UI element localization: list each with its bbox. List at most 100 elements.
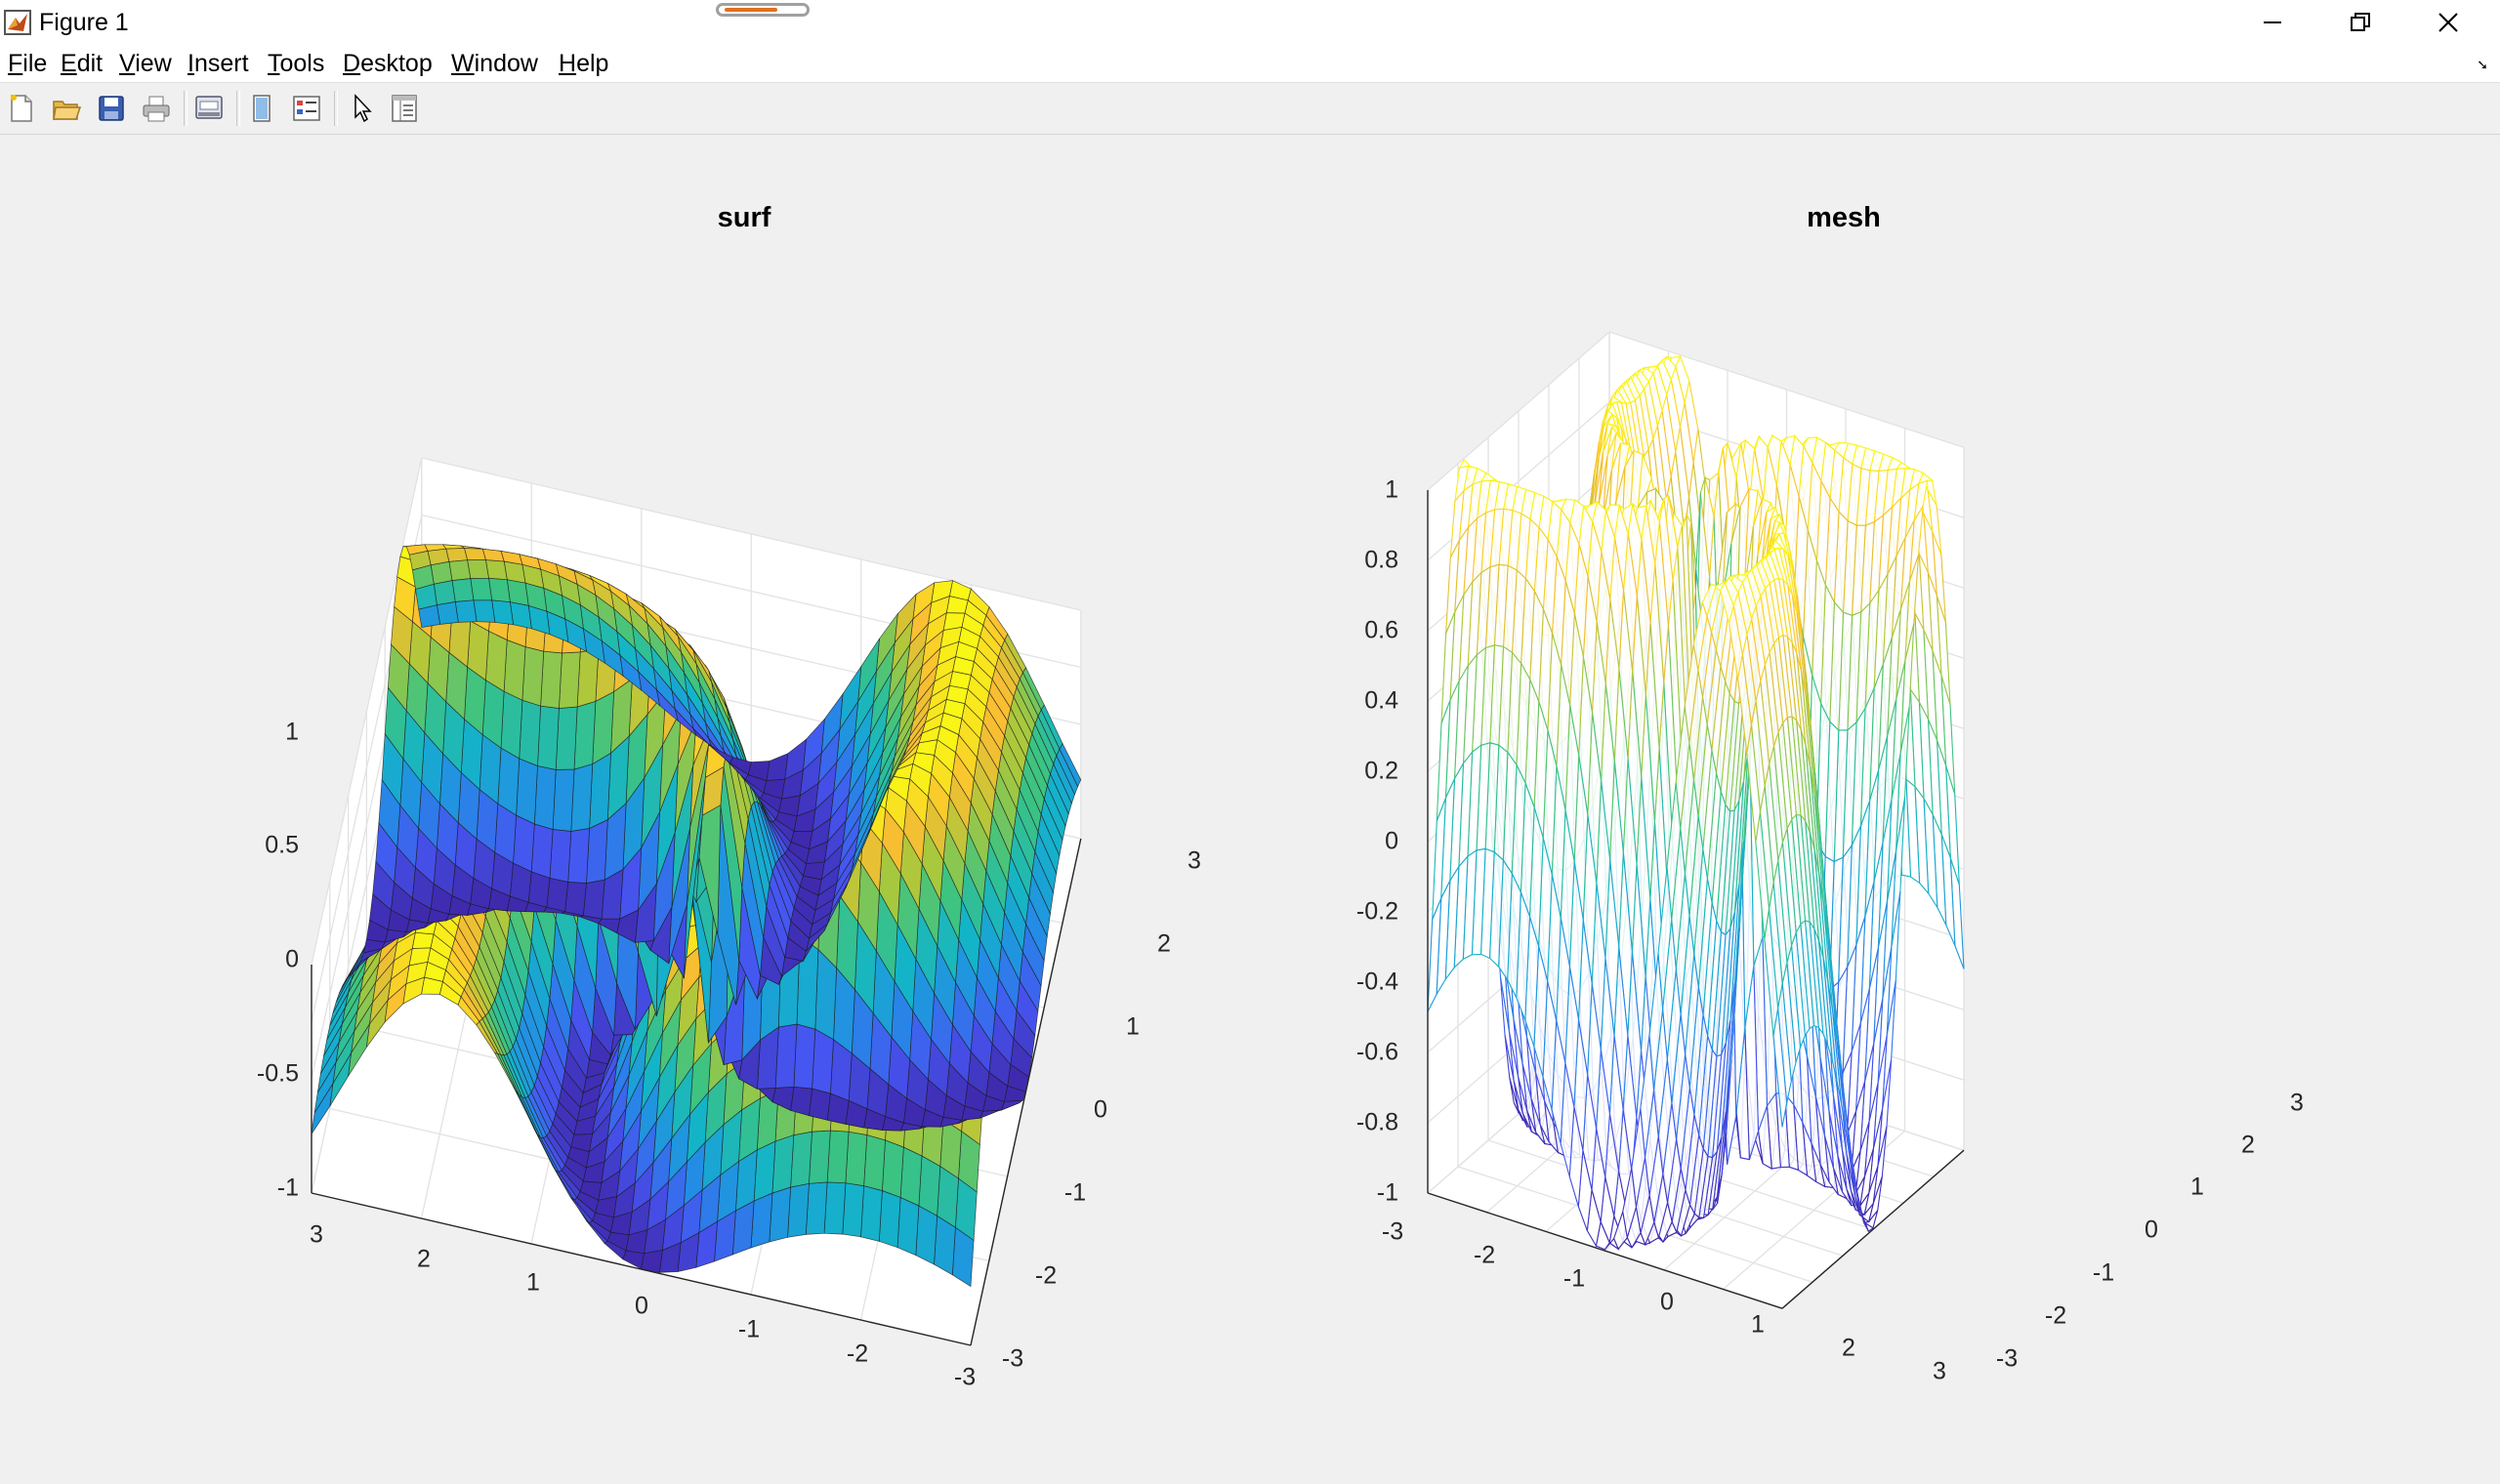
close-button[interactable] [2404, 0, 2492, 45]
restore-button[interactable] [2316, 0, 2404, 45]
mesh-x-tick: 2 [1842, 1334, 1855, 1362]
mesh-z-tick: -0.6 [1355, 1038, 1398, 1066]
menu-insert[interactable]: Insert [188, 50, 249, 77]
close-icon [2438, 13, 2458, 32]
surface-patch [899, 1146, 923, 1207]
mesh-y-tick: -1 [2092, 1258, 2115, 1287]
mesh-y-tick: 3 [2290, 1089, 2304, 1117]
surface-patch [559, 651, 581, 709]
surf-x-tick: -1 [737, 1315, 761, 1343]
save-icon[interactable] [96, 93, 127, 124]
surface-patch [882, 1139, 904, 1198]
surface-patch [430, 560, 453, 585]
mesh-x-tick: -3 [1381, 1217, 1404, 1246]
surface-patch [567, 828, 590, 884]
insert-legend-icon[interactable] [291, 93, 322, 124]
surf-y-tick: 1 [1126, 1012, 1140, 1041]
surface-patch [500, 690, 523, 760]
mesh-axes-title: mesh [1807, 202, 1881, 233]
mesh-z-tick: 0.8 [1364, 546, 1398, 574]
grid-line [1427, 331, 1610, 491]
grid-line [421, 457, 1081, 611]
property-inspector-icon[interactable] [389, 93, 420, 124]
open-file-icon[interactable] [51, 93, 82, 124]
surface-patch [485, 630, 508, 692]
surface-patch [497, 747, 521, 816]
new-figure-icon[interactable] [6, 93, 37, 124]
window-title: Figure 1 [39, 9, 129, 36]
surf-x-tick: 2 [417, 1245, 431, 1273]
surf-z-tick: 0.5 [265, 831, 299, 859]
surface-patch [418, 604, 441, 629]
surface-patches [311, 544, 1082, 1288]
surf-plot[interactable] [311, 457, 1082, 1346]
surface-patch [793, 1023, 816, 1090]
menu-view[interactable]: View [119, 50, 172, 77]
surface-patch [878, 1190, 901, 1249]
grid-line [311, 457, 423, 966]
surf-x-tick: -2 [846, 1340, 869, 1368]
edit-plot-icon[interactable] [346, 93, 377, 124]
grid-line [1608, 331, 1965, 448]
surface-patch [573, 700, 597, 770]
mesh-z-tick: -0.8 [1355, 1108, 1398, 1136]
title-bar: Figure 1 [0, 0, 2500, 45]
minimize-button[interactable] [2229, 0, 2316, 45]
surface-patch [790, 1086, 812, 1117]
mesh-patches [1427, 354, 1965, 1251]
menu-edit[interactable]: Edit [61, 50, 104, 77]
print-icon[interactable] [141, 93, 172, 124]
menu-file[interactable]: File [8, 50, 48, 77]
drag-handle[interactable] [716, 3, 810, 17]
link-plot-icon[interactable] [246, 93, 277, 124]
surface-patch [564, 882, 587, 917]
axis-line [970, 838, 1082, 1346]
surface-patch [774, 1023, 798, 1089]
dock-figure-icon[interactable]: ➘ [2477, 57, 2488, 72]
menu-desktop[interactable]: Desktop [343, 50, 433, 77]
surface-patch [845, 1131, 868, 1187]
surface-patch [555, 706, 578, 770]
menu-tools[interactable]: Tools [268, 50, 325, 77]
surface-patch [812, 1028, 834, 1094]
surf-z-tick: -0.5 [256, 1059, 299, 1088]
mesh-y-tick: 2 [2241, 1131, 2255, 1159]
surface-patch [433, 580, 456, 606]
print-preview-icon[interactable] [193, 93, 225, 124]
axis-line [1781, 1149, 1965, 1309]
surface-patch [454, 599, 478, 623]
mesh-z-tick: -1 [1376, 1178, 1398, 1207]
surf-y-tick: -1 [1063, 1178, 1087, 1207]
axis-line [1427, 1192, 1783, 1309]
surface-patch [805, 1181, 828, 1235]
surf-axes-title: surf [717, 202, 771, 233]
surface-patch [809, 1130, 831, 1184]
surface-patch [519, 699, 541, 767]
mesh-y-tick: 0 [2145, 1216, 2158, 1244]
surface-patch [533, 765, 557, 830]
surf-z-tick: 0 [285, 945, 299, 973]
surface-patch [436, 601, 459, 625]
surface-patch [540, 650, 562, 709]
surface-patch [530, 823, 554, 879]
surface-patch [513, 814, 535, 873]
surface-patch [470, 577, 493, 601]
mesh-y-tick: -2 [2044, 1301, 2067, 1330]
surface-patch [842, 1182, 864, 1238]
surface-patch [826, 1130, 850, 1184]
surf-y-tick: 0 [1094, 1095, 1107, 1124]
menu-help[interactable]: Help [559, 50, 609, 77]
surface-patch [552, 768, 575, 832]
surf-y-tick: 2 [1157, 929, 1171, 958]
surface-patch [860, 1185, 883, 1242]
surface-patch [445, 548, 469, 562]
mesh-x-tick: -1 [1562, 1264, 1586, 1293]
surface-patch [521, 646, 545, 707]
mesh-y-tick: 1 [2190, 1173, 2204, 1201]
mesh-z-tick: -0.4 [1355, 968, 1398, 996]
mesh-z-tick: 0.6 [1364, 616, 1398, 644]
mesh-plot[interactable] [1427, 331, 1965, 1309]
mesh-y-tick: -3 [1995, 1344, 2019, 1373]
menu-window[interactable]: Window [451, 50, 538, 77]
